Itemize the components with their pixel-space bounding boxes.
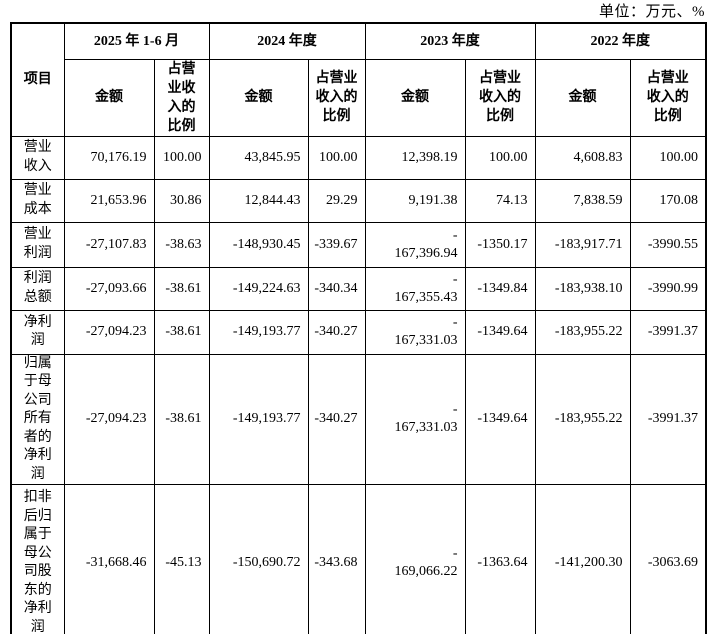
amount-cell: -27,093.66 xyxy=(63,266,155,311)
ratio-cell: -340.27 xyxy=(307,309,366,355)
ratio-cell: 100.00 xyxy=(153,135,210,180)
ratio-cell: -1349.64 xyxy=(464,309,536,355)
amount-header-2025: 金额 xyxy=(63,58,155,137)
table-row-net-profit-to-parent: 归属 于母 公司 所有 者的 净利 润 -27,094.23 -38.61 -1… xyxy=(10,353,707,485)
amount-cell: 70,176.19 xyxy=(63,135,155,180)
amount-cell: -149,193.77 xyxy=(208,309,309,355)
ratio-cell: -1350.17 xyxy=(464,221,536,268)
amount-cell: -141,200.30 xyxy=(534,484,631,634)
amount-cell: -27,094.23 xyxy=(63,309,155,355)
ratio-cell: -3063.69 xyxy=(629,484,707,634)
amount-cell: - 167,396.94 xyxy=(364,221,466,268)
amount-cell: -183,955.22 xyxy=(534,309,631,355)
item-label: 利润 总额 xyxy=(10,266,65,311)
ratio-cell: -38.63 xyxy=(153,221,210,268)
amount-cell: -183,917.71 xyxy=(534,221,631,268)
ratio-cell: -1363.64 xyxy=(464,484,536,634)
ratio-cell: 100.00 xyxy=(464,135,536,180)
item-column-header: 项目 xyxy=(10,22,65,137)
period-header-2022: 2022 年度 xyxy=(534,22,707,60)
table-row-operating-profit: 营业 利润 -27,107.83 -38.63 -148,930.45 -339… xyxy=(10,221,707,268)
ratio-cell: 30.86 xyxy=(153,178,210,223)
ratio-cell: 29.29 xyxy=(307,178,366,223)
amount-cell: -150,690.72 xyxy=(208,484,309,634)
ratio-cell: -1349.64 xyxy=(464,353,536,485)
item-label: 归属 于母 公司 所有 者的 净利 润 xyxy=(10,353,65,485)
amount-cell: - 167,331.03 xyxy=(364,353,466,485)
ratio-cell: -1349.84 xyxy=(464,266,536,311)
ratio-cell: -3991.37 xyxy=(629,353,707,485)
ratio-header-2024: 占营业 收入的 比例 xyxy=(307,58,366,137)
item-label: 净利 润 xyxy=(10,309,65,355)
item-label: 营业 收入 xyxy=(10,135,65,180)
amount-cell: -149,224.63 xyxy=(208,266,309,311)
amount-cell: 12,844.43 xyxy=(208,178,309,223)
amount-cell: -31,668.46 xyxy=(63,484,155,634)
item-label: 营业 成本 xyxy=(10,178,65,223)
ratio-cell: -38.61 xyxy=(153,266,210,311)
ratio-cell: -3990.99 xyxy=(629,266,707,311)
amount-header-2024: 金额 xyxy=(208,58,309,137)
unit-label: 单位：万元、% xyxy=(599,4,705,20)
amount-cell: -183,955.22 xyxy=(534,353,631,485)
table-row-net-profit: 净利 润 -27,094.23 -38.61 -149,193.77 -340.… xyxy=(10,309,707,355)
amount-cell: 43,845.95 xyxy=(208,135,309,180)
ratio-cell: -3990.55 xyxy=(629,221,707,268)
table-row-deducted-net-profit-to-parent: 扣非 后归 属于 母公 司股 东的 净利 润 -31,668.46 -45.13… xyxy=(10,484,707,634)
amount-cell: 7,838.59 xyxy=(534,178,631,223)
ratio-cell: -38.61 xyxy=(153,309,210,355)
amount-cell: -27,107.83 xyxy=(63,221,155,268)
ratio-cell: 170.08 xyxy=(629,178,707,223)
ratio-cell: -340.27 xyxy=(307,353,366,485)
amount-cell: 9,191.38 xyxy=(364,178,466,223)
ratio-cell: 100.00 xyxy=(307,135,366,180)
amount-cell: 4,608.83 xyxy=(534,135,631,180)
amount-cell: 21,653.96 xyxy=(63,178,155,223)
header-row-measures: 金额 占营 业收 入的 比例 金额 占营业 收入的 比例 金额 占营业 收入的 … xyxy=(11,58,707,137)
period-header-2024: 2024 年度 xyxy=(208,22,366,60)
ratio-cell: -3991.37 xyxy=(629,309,707,355)
amount-cell: -27,094.23 xyxy=(63,353,155,485)
ratio-cell: -38.61 xyxy=(153,353,210,485)
amount-header-2022: 金额 xyxy=(534,58,631,137)
item-label: 营业 利润 xyxy=(10,221,65,268)
amount-cell: - 167,355.43 xyxy=(364,266,466,311)
item-label: 扣非 后归 属于 母公 司股 东的 净利 润 xyxy=(10,484,65,634)
ratio-header-2022: 占营业 收入的 比例 xyxy=(629,58,707,137)
ratio-cell: 74.13 xyxy=(464,178,536,223)
table-row-operating-cost: 营业 成本 21,653.96 30.86 12,844.43 29.29 9,… xyxy=(10,178,707,223)
amount-cell: -183,938.10 xyxy=(534,266,631,311)
table-row-total-profit: 利润 总额 -27,093.66 -38.61 -149,224.63 -340… xyxy=(10,266,707,311)
amount-cell: 12,398.19 xyxy=(364,135,466,180)
ratio-cell: -339.67 xyxy=(307,221,366,268)
financial-summary-table: 项目 2025 年 1-6 月 2024 年度 2023 年度 2022 年度 … xyxy=(10,22,708,634)
amount-header-2023: 金额 xyxy=(364,58,466,137)
ratio-header-2025: 占营 业收 入的 比例 xyxy=(153,58,210,137)
ratio-cell: -340.34 xyxy=(307,266,366,311)
ratio-cell: -343.68 xyxy=(307,484,366,634)
ratio-header-2023: 占营业 收入的 比例 xyxy=(464,58,536,137)
ratio-cell: 100.00 xyxy=(629,135,707,180)
table-row-operating-revenue: 营业 收入 70,176.19 100.00 43,845.95 100.00 … xyxy=(10,135,707,180)
amount-cell: -148,930.45 xyxy=(208,221,309,268)
amount-cell: -149,193.77 xyxy=(208,353,309,485)
period-header-2023: 2023 年度 xyxy=(364,22,536,60)
ratio-cell: -45.13 xyxy=(153,484,210,634)
period-header-2025: 2025 年 1-6 月 xyxy=(63,22,210,60)
header-row-periods: 项目 2025 年 1-6 月 2024 年度 2023 年度 2022 年度 xyxy=(10,22,707,137)
amount-cell: - 167,331.03 xyxy=(364,309,466,355)
amount-cell: - 169,066.22 xyxy=(364,484,466,634)
